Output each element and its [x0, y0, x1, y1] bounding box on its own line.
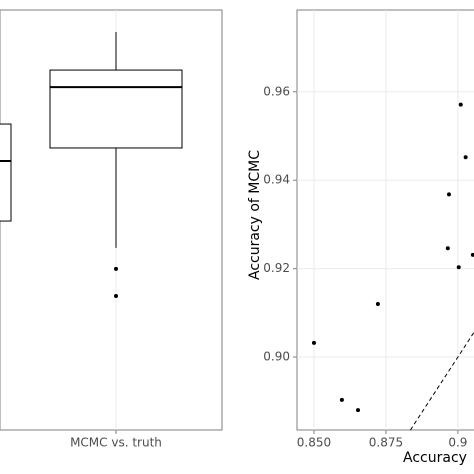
- y-axis-title: Accuracy of MCMC: [247, 150, 263, 280]
- outlier: [114, 266, 118, 271]
- point: [446, 192, 451, 197]
- x-tick-label: 0.875: [369, 436, 403, 450]
- y-tick-label: 0.96: [263, 84, 290, 98]
- point: [339, 397, 344, 402]
- y-tick-label: 0.92: [263, 261, 290, 275]
- x-axis-title: Accuracy: [403, 450, 467, 466]
- point: [456, 265, 461, 270]
- y-tick-label: 0.90: [263, 350, 290, 364]
- identity-line: [409, 332, 474, 431]
- box: [0, 123, 12, 222]
- outlier: [114, 294, 118, 299]
- point: [470, 252, 474, 257]
- x-tick-label: 0.9: [448, 436, 467, 450]
- point: [356, 408, 361, 413]
- point: [375, 302, 380, 306]
- point: [458, 102, 463, 107]
- point: [311, 340, 316, 345]
- point: [445, 246, 450, 251]
- box: [49, 69, 183, 149]
- x-tick-label: MCMC vs. truth: [70, 436, 162, 450]
- x-tick-label: 0.850: [297, 436, 331, 450]
- y-tick-label: 0.94: [263, 173, 290, 187]
- point: [463, 155, 468, 160]
